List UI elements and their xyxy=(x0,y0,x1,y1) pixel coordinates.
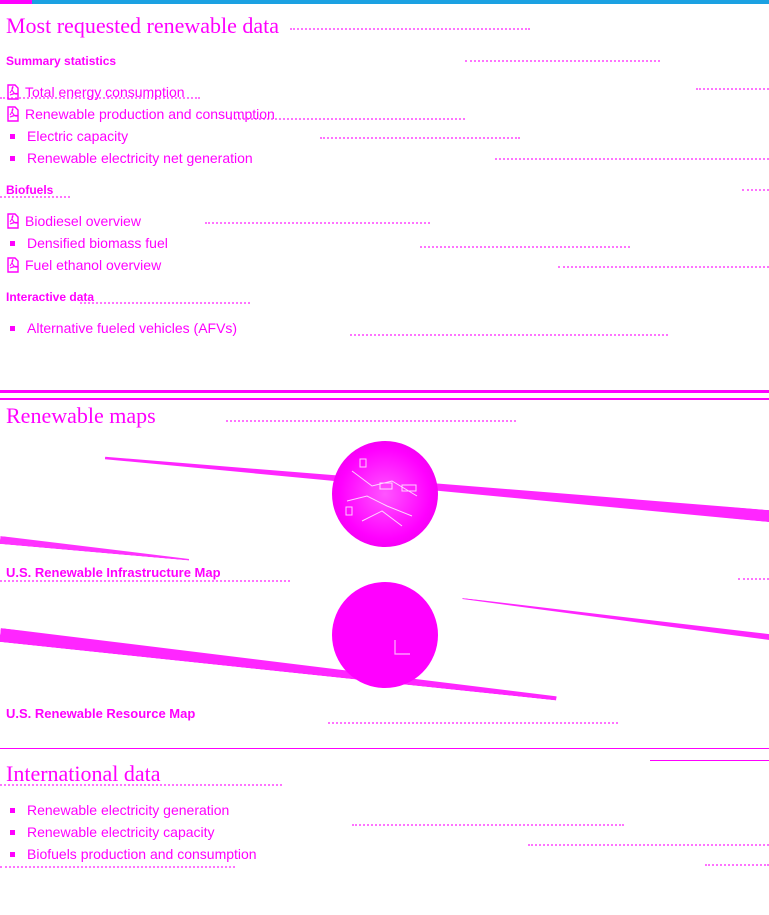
link-fuel-ethanol-overview[interactable]: Fuel ethanol overview xyxy=(6,256,161,274)
decorative-dotline xyxy=(0,196,70,198)
bullet-icon xyxy=(10,133,15,139)
decorative-dotline xyxy=(528,844,769,846)
international-data-title: International data xyxy=(6,761,161,786)
decorative-dotline xyxy=(742,189,769,191)
decorative-dotline xyxy=(352,824,624,826)
decorative-dotline xyxy=(0,580,290,582)
decorative-streak xyxy=(461,598,769,641)
decorative-dotline xyxy=(0,784,282,786)
decorative-dotline xyxy=(205,222,430,224)
decorative-dotline xyxy=(80,302,250,304)
link-electric-capacity[interactable]: Electric capacity xyxy=(6,127,128,145)
decorative-dotline xyxy=(420,246,630,248)
decorative-dotline xyxy=(696,88,769,90)
link-renewable-electricity-generation[interactable]: Renewable electricity generation xyxy=(6,801,229,819)
decorative-dotline xyxy=(465,60,660,62)
link-label: Biodiesel overview xyxy=(25,213,141,229)
link-label: Electric capacity xyxy=(27,128,129,144)
decorative-dotline xyxy=(495,158,769,160)
decorative-dotline xyxy=(320,137,520,139)
bullet-icon xyxy=(10,325,15,331)
link-label: Renewable electricity capacity xyxy=(27,824,215,840)
link-renewable-production-consumption[interactable]: Renewable production and consumption xyxy=(6,105,275,123)
decorative-streak xyxy=(0,628,558,700)
decorative-dotline xyxy=(558,266,769,268)
renewable-maps-title: Renewable maps xyxy=(6,403,156,428)
decorative-dotline xyxy=(0,866,235,868)
section-divider xyxy=(0,390,769,393)
decorative-dotline xyxy=(0,97,200,99)
decorative-dotline xyxy=(230,118,465,120)
map-infrastructure-icon-graphic xyxy=(345,458,418,527)
link-alternative-fueled-vehicles[interactable]: Alternative fueled vehicles (AFVs) xyxy=(6,319,237,337)
link-renewable-electricity-net-generation[interactable]: Renewable electricity net generation xyxy=(6,149,253,167)
pdf-icon xyxy=(7,106,19,122)
link-us-renewable-infrastructure-map[interactable]: U.S. Renewable Infrastructure Map xyxy=(6,565,221,580)
decorative-dotline xyxy=(738,578,769,580)
bullet-icon xyxy=(10,829,15,835)
link-label: Densified biomass fuel xyxy=(27,235,168,251)
link-biodiesel-overview[interactable]: Biodiesel overview xyxy=(6,212,141,230)
bullet-icon xyxy=(10,851,15,857)
link-label: Renewable electricity net generation xyxy=(27,150,253,166)
link-us-renewable-resource-map[interactable]: U.S. Renewable Resource Map xyxy=(6,706,196,721)
bullet-icon xyxy=(10,155,15,161)
link-label: Fuel ethanol overview xyxy=(25,257,162,273)
decorative-dotline xyxy=(328,722,618,724)
decorative-dotline xyxy=(290,28,530,30)
top-bar-accent xyxy=(0,0,32,4)
interactive-data-heading: Interactive data xyxy=(6,290,95,304)
decorative-streak xyxy=(0,536,190,561)
biofuels-heading: Biofuels xyxy=(6,183,54,197)
map-infrastructure-icon[interactable] xyxy=(332,441,438,547)
link-renewable-electricity-capacity[interactable]: Renewable electricity capacity xyxy=(6,823,215,841)
map-resource-icon-graphic xyxy=(394,640,410,655)
most-requested-title: Most requested renewable data xyxy=(6,13,280,38)
section-divider xyxy=(0,398,769,400)
bullet-icon xyxy=(10,240,15,246)
bullet-icon xyxy=(10,807,15,813)
decorative-dotline xyxy=(705,864,769,866)
decorative-dotline xyxy=(350,334,668,336)
link-biofuels-production-consumption[interactable]: Biofuels production and consumption xyxy=(6,845,257,863)
link-label: Renewable electricity generation xyxy=(27,802,230,818)
link-densified-biomass-fuel[interactable]: Densified biomass fuel xyxy=(6,234,168,252)
section-divider xyxy=(650,760,769,761)
map-resource-icon[interactable] xyxy=(332,582,438,688)
section-divider xyxy=(0,748,769,749)
link-total-energy-consumption[interactable]: Total energy consumption xyxy=(6,83,185,101)
pdf-icon xyxy=(7,257,19,273)
decorative-dotline xyxy=(226,420,516,422)
pdf-icon xyxy=(7,84,19,100)
top-bar xyxy=(0,0,769,4)
link-label: Renewable production and consumption xyxy=(25,106,275,122)
link-label: Total energy consumption xyxy=(25,84,185,100)
pdf-icon xyxy=(7,213,19,229)
summary-statistics-heading: Summary statistics xyxy=(6,54,117,68)
link-label: Biofuels production and consumption xyxy=(27,846,257,862)
link-label: Alternative fueled vehicles (AFVs) xyxy=(27,320,238,336)
